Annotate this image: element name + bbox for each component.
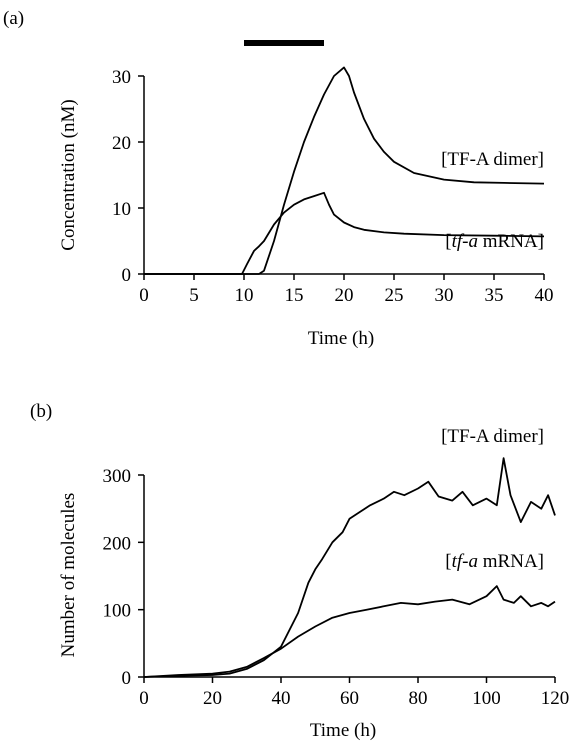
panel-b-xlabel: Time (h) (310, 720, 376, 741)
x-tick-label: 100 (472, 688, 501, 709)
series-line-tfa-mrna (144, 191, 545, 275)
panel-a-label: (a) (3, 8, 24, 29)
y-tick-label: 0 (122, 265, 132, 286)
y-tick-label: 30 (112, 67, 131, 88)
x-tick-label: 5 (189, 285, 199, 306)
x-tick-label: 60 (340, 688, 359, 709)
panel-b-label-tfa-dimer: [TF-A dimer] (441, 426, 544, 447)
y-tick-label: 0 (122, 668, 132, 689)
y-tick-label: 300 (103, 466, 132, 487)
panel-a-label-tfa-mrna: [tf-a mRNA] (445, 231, 544, 252)
x-tick-label: 10 (235, 285, 254, 306)
panel-b-ylabel: Number of molecules (58, 493, 79, 658)
y-tick-label: 20 (112, 133, 131, 154)
x-tick-label: 0 (139, 688, 149, 709)
x-tick-label: 30 (435, 285, 454, 306)
panel-b-label: (b) (30, 401, 52, 422)
panel-a-xlabel: Time (h) (308, 328, 374, 349)
y-tick-label: 200 (103, 533, 132, 554)
x-tick-label: 25 (385, 285, 404, 306)
x-tick-label: 120 (541, 688, 570, 709)
x-tick-label: 15 (285, 285, 304, 306)
x-tick-label: 20 (203, 688, 222, 709)
x-tick-label: 40 (272, 688, 291, 709)
x-tick-label: 0 (139, 285, 149, 306)
x-tick-label: 20 (335, 285, 354, 306)
panel-a-label-tfa-dimer: [TF-A dimer] (441, 149, 544, 170)
panel-a-ylabel: Concentration (nM) (58, 99, 79, 250)
y-tick-label: 100 (103, 601, 132, 622)
x-tick-label: 80 (409, 688, 428, 709)
series-line-tfa-mrna (143, 585, 556, 678)
series-line-tfa-dimer (144, 66, 545, 275)
x-tick-label: 35 (485, 285, 504, 306)
x-tick-label: 40 (535, 285, 554, 306)
y-tick-label: 10 (112, 199, 131, 220)
panel-b-label-tfa-mrna: [tf-a mRNA] (445, 551, 544, 572)
panel-b: (b) Number of molecules Time (h) [TF-A d… (30, 401, 569, 741)
panel-a: (a) Concentration (nM) Time (h) [TF-A di… (3, 8, 554, 349)
